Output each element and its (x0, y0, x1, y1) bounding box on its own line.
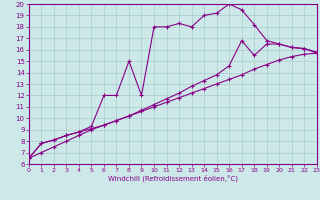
X-axis label: Windchill (Refroidissement éolien,°C): Windchill (Refroidissement éolien,°C) (108, 175, 238, 182)
